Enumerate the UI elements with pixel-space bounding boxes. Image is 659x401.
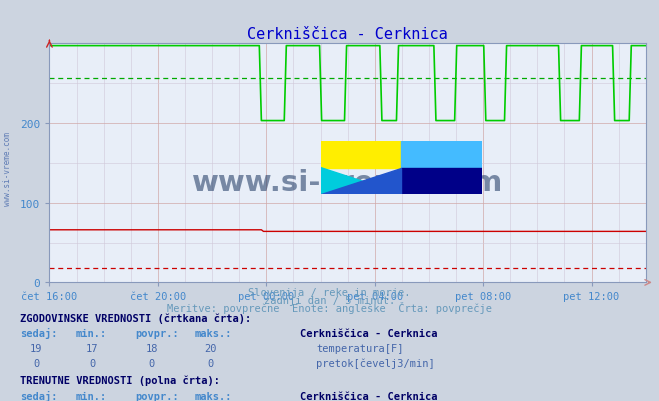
Polygon shape bbox=[321, 168, 401, 194]
Text: 0: 0 bbox=[89, 358, 96, 369]
Text: maks.:: maks.: bbox=[194, 391, 232, 401]
Text: Meritve: povprečne  Enote: angleške  Črta: povprečje: Meritve: povprečne Enote: angleške Črta:… bbox=[167, 301, 492, 313]
Polygon shape bbox=[321, 168, 401, 194]
Text: 0: 0 bbox=[148, 358, 155, 369]
Text: sedaj:: sedaj: bbox=[20, 389, 57, 401]
Text: 0: 0 bbox=[33, 358, 40, 369]
Text: 19: 19 bbox=[30, 343, 42, 353]
Text: min.:: min.: bbox=[76, 391, 107, 401]
Text: 17: 17 bbox=[86, 343, 98, 353]
Bar bbox=[401, 142, 482, 168]
Text: Cerkniščica - Cerknica: Cerkniščica - Cerknica bbox=[300, 391, 438, 401]
Text: min.:: min.: bbox=[76, 328, 107, 338]
Text: zadnji dan / 5 minut.: zadnji dan / 5 minut. bbox=[264, 295, 395, 305]
Text: temperatura[F]: temperatura[F] bbox=[316, 343, 404, 353]
Text: 18: 18 bbox=[146, 343, 158, 353]
Text: pretok[čevelj3/min]: pretok[čevelj3/min] bbox=[316, 358, 435, 369]
Text: povpr.:: povpr.: bbox=[135, 328, 179, 338]
Bar bbox=[401, 168, 482, 194]
Text: maks.:: maks.: bbox=[194, 328, 232, 338]
Text: 20: 20 bbox=[205, 343, 217, 353]
Text: sedaj:: sedaj: bbox=[20, 327, 57, 338]
Title: Cerkniščica - Cerknica: Cerkniščica - Cerknica bbox=[247, 26, 448, 42]
Bar bbox=[321, 142, 401, 168]
Text: ZGODOVINSKE VREDNOSTI (črtkana črta):: ZGODOVINSKE VREDNOSTI (črtkana črta): bbox=[20, 312, 251, 323]
Text: 0: 0 bbox=[208, 358, 214, 369]
Text: Cerkniščica - Cerknica: Cerkniščica - Cerknica bbox=[300, 328, 438, 338]
Text: TRENUTNE VREDNOSTI (polna črta):: TRENUTNE VREDNOSTI (polna črta): bbox=[20, 375, 219, 385]
Text: povpr.:: povpr.: bbox=[135, 391, 179, 401]
Text: www.si-vreme.com: www.si-vreme.com bbox=[192, 168, 503, 196]
Text: Slovenija / reke in morje.: Slovenija / reke in morje. bbox=[248, 288, 411, 298]
Text: www.si-vreme.com: www.si-vreme.com bbox=[3, 132, 12, 205]
